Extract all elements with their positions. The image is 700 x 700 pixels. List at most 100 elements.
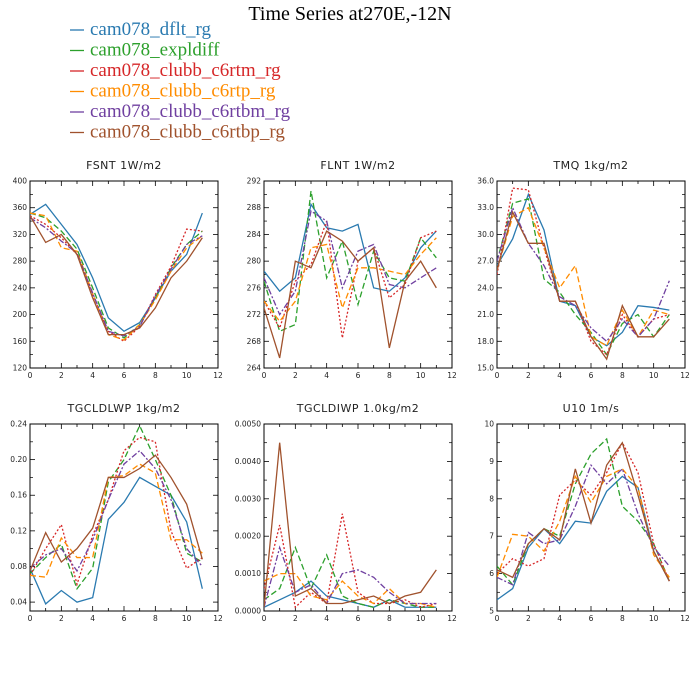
y-tick-label: 0.0040	[235, 457, 261, 466]
series-line	[264, 513, 437, 609]
x-tick-label: 10	[416, 371, 426, 380]
legend-label: cam078_expldiff	[90, 40, 220, 61]
y-tick-label: 160	[13, 337, 28, 346]
series-line	[264, 190, 437, 333]
x-tick-label: 2	[293, 371, 298, 380]
panels: FSNT 1W/m20 2 4 6 8 10 12120160200240280320360…	[10, 159, 690, 623]
series-line	[30, 215, 203, 343]
series-line	[30, 463, 203, 578]
x-tick-label: 6	[589, 614, 594, 623]
legend-entry: cam078_expldiff	[70, 40, 220, 61]
y-tick-label: 15.0	[477, 364, 494, 373]
y-tick-label: 24.0	[477, 283, 494, 292]
panel-title: FLNT 1W/m2	[320, 159, 395, 172]
y-tick-label: 0.16	[10, 491, 27, 500]
series-line	[264, 202, 437, 293]
series-line	[497, 475, 670, 601]
panel-title: U10 1m/s	[563, 402, 620, 415]
y-tick-label: 0.04	[10, 598, 27, 607]
series-line	[30, 476, 203, 605]
panel-title: TMQ 1kg/m2	[552, 159, 628, 172]
y-tick-label: 320	[13, 230, 28, 239]
y-tick-label: 120	[13, 364, 28, 373]
x-tick-label: 8	[387, 371, 392, 380]
x-tick-label: 6	[122, 371, 127, 380]
y-tick-label: 0.0000	[235, 607, 261, 616]
y-tick-label: 33.0	[477, 203, 494, 212]
x-tick-label: 8	[153, 371, 158, 380]
x-tick-label: 2	[526, 371, 531, 380]
x-tick-label: 8	[153, 614, 158, 623]
x-tick-label: 12	[213, 614, 223, 623]
series-line	[497, 441, 670, 582]
y-tick-label: 360	[13, 203, 28, 212]
legend-entry: cam078_dflt_rg	[70, 19, 212, 40]
y-tick-label: 292	[247, 177, 262, 186]
x-tick-label: 10	[182, 371, 192, 380]
y-tick-label: 10	[484, 420, 494, 429]
y-tick-label: 268	[247, 337, 262, 346]
x-tick-label: 2	[526, 614, 531, 623]
x-tick-label: 12	[447, 371, 457, 380]
x-tick-label: 10	[182, 614, 192, 623]
x-tick-label: 12	[680, 371, 690, 380]
x-tick-label: 10	[416, 614, 426, 623]
x-tick-label: 12	[447, 614, 457, 623]
chart-panel: TGCLDLWP 1kg/m2 0 2 4 6 8 10 12 0.04 0.08 0.12 0.16…	[10, 402, 223, 623]
series-line	[30, 212, 203, 339]
chart-panel: TGCLDIWP 1.0kg/m2 0 2 4 6 8 10 12 0.0000 0.0010 0.…	[235, 402, 457, 623]
x-tick-label: 12	[213, 371, 223, 380]
x-tick-label: 0	[495, 614, 500, 623]
series-line	[30, 454, 203, 572]
legend-label: cam078_clubb_c6rtp_rg	[90, 81, 276, 102]
series-line	[30, 217, 203, 337]
x-tick-label: 0	[28, 614, 33, 623]
x-tick-label: 8	[620, 614, 625, 623]
x-tick-label: 10	[649, 371, 659, 380]
y-tick-label: 21.0	[477, 310, 494, 319]
x-tick-label: 4	[557, 614, 562, 623]
legend-entry: cam078_clubb_c6rtbm_rg	[70, 101, 291, 122]
plot-frame	[496, 423, 686, 612]
x-tick-label: 0	[495, 371, 500, 380]
y-tick-label: 6	[489, 569, 494, 578]
plot-frame	[263, 180, 453, 369]
x-tick-label: 2	[59, 371, 64, 380]
y-tick-label: 240	[13, 283, 28, 292]
legend-label: cam078_clubb_c6rtbm_rg	[90, 101, 291, 122]
y-tick-label: 7	[489, 532, 494, 541]
series-line	[30, 424, 203, 591]
y-tick-label: 8	[489, 494, 494, 503]
x-tick-label: 4	[324, 371, 329, 380]
series-line	[497, 441, 670, 582]
series-line	[30, 436, 203, 587]
chart-panel: FSNT 1W/m2 0 2 4 6 8 10 12 120 160 200 240 280 320 360…	[13, 159, 223, 380]
x-tick-label: 6	[122, 614, 127, 623]
y-tick-label: 272	[247, 310, 262, 319]
y-tick-label: 288	[247, 203, 262, 212]
x-tick-label: 12	[680, 614, 690, 623]
y-tick-label: 280	[13, 257, 28, 266]
x-tick-label: 8	[620, 371, 625, 380]
x-tick-label: 4	[324, 614, 329, 623]
y-tick-label: 200	[13, 310, 28, 319]
x-tick-label: 10	[649, 614, 659, 623]
legend-label: cam078_clubb_c6rtm_rg	[90, 60, 281, 81]
y-tick-label: 9	[489, 457, 494, 466]
series-line	[497, 187, 670, 356]
y-tick-label: 0.0020	[235, 532, 261, 541]
series-line	[497, 206, 670, 347]
x-tick-label: 8	[387, 614, 392, 623]
legend-label: cam078_clubb_c6rtbp_rg	[90, 122, 285, 143]
series-line	[30, 212, 203, 341]
x-tick-label: 2	[59, 614, 64, 623]
x-tick-label: 4	[557, 371, 562, 380]
series-line	[264, 237, 437, 323]
panel-title: TGCLDLWP 1kg/m2	[67, 402, 181, 415]
series-line	[497, 197, 670, 356]
series-line	[264, 545, 437, 608]
x-tick-label: 0	[262, 371, 267, 380]
x-tick-label: 6	[356, 371, 361, 380]
y-tick-label: 264	[247, 364, 262, 373]
